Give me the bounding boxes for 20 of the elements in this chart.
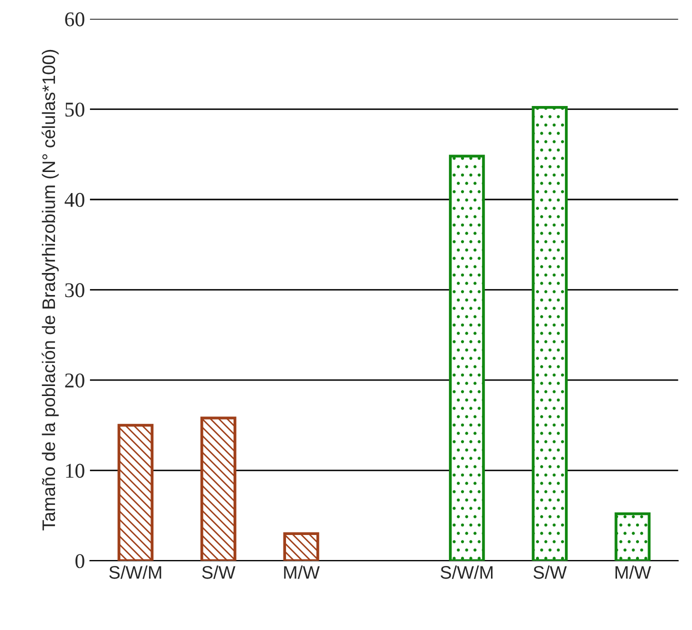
- y-tick-label: 40: [64, 192, 84, 207]
- x-tick-label: S/W: [202, 566, 236, 579]
- y-tick-label: 10: [66, 464, 84, 478]
- bar: [118, 424, 154, 561]
- x-tick-label: S/W/M: [440, 566, 492, 579]
- y-tick-label: 60: [65, 12, 84, 26]
- bar: [532, 106, 568, 561]
- y-tick-label: 0: [75, 554, 84, 568]
- x-tick-label: S/W: [534, 566, 567, 579]
- x-tick-label: S/W/M: [109, 566, 162, 579]
- bar: [448, 154, 485, 561]
- y-tick-label: 50: [65, 102, 84, 117]
- x-tick-label: M/W: [616, 566, 652, 579]
- y-tick-label: 30: [65, 283, 84, 298]
- bar: [283, 532, 320, 561]
- x-tick-label: M/W: [284, 566, 320, 579]
- bar: [614, 512, 651, 561]
- y-tick-label: 20: [65, 373, 84, 388]
- bar: [200, 416, 236, 561]
- y-axis-title: Tamaño de la población de Bradyrhizobium (N° células*100): [42, 50, 59, 530]
